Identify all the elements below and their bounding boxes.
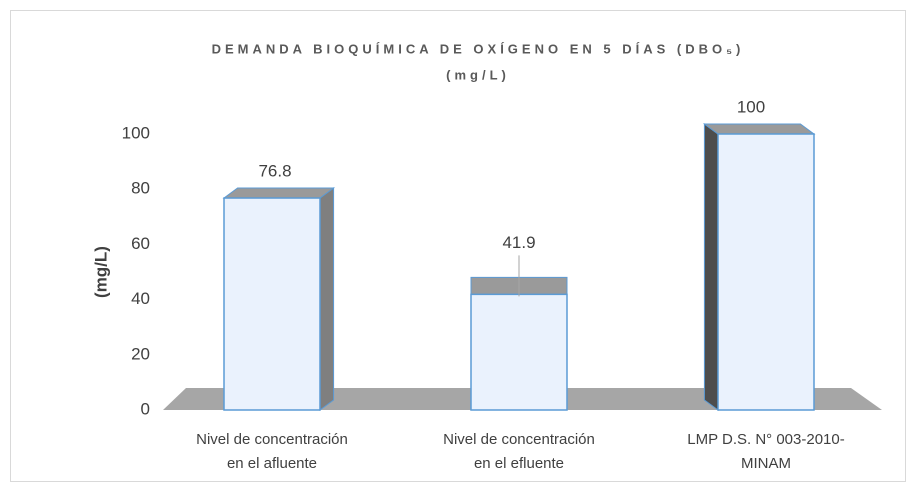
x-tick-label: en el efluente — [474, 455, 564, 472]
y-tick-label: 20 — [131, 344, 150, 363]
bar-top — [222, 187, 336, 199]
bar-side — [703, 123, 719, 411]
y-tick-label: 100 — [122, 123, 150, 142]
chart-title: DEMANDA BIOQUÍMICA DE OXÍGENO EN 5 DÍAS … — [212, 41, 745, 56]
value-label: 100 — [737, 97, 765, 116]
bar — [470, 293, 568, 411]
x-tick-label: MINAM — [741, 455, 791, 472]
y-tick-label: 0 — [141, 399, 150, 418]
x-tick-label: Nivel de concentración — [443, 431, 595, 448]
value-label: 76.8 — [258, 162, 291, 181]
bar-side — [319, 187, 335, 411]
bar — [223, 197, 321, 411]
bar — [717, 133, 815, 411]
bar-top — [702, 123, 816, 135]
x-tick-label: LMP D.S. N° 003-2010- — [687, 431, 844, 448]
y-tick-label: 40 — [131, 289, 150, 308]
x-tick-label: en el afluente — [227, 455, 317, 472]
y-tick-label: 80 — [131, 179, 150, 198]
value-label: 41.9 — [502, 233, 535, 252]
x-tick-label: Nivel de concentración — [196, 431, 348, 448]
y-axis-label: (mg/L) — [91, 246, 110, 298]
chart-subtitle: (mg/L) — [446, 67, 510, 82]
y-tick-label: 60 — [131, 234, 150, 253]
